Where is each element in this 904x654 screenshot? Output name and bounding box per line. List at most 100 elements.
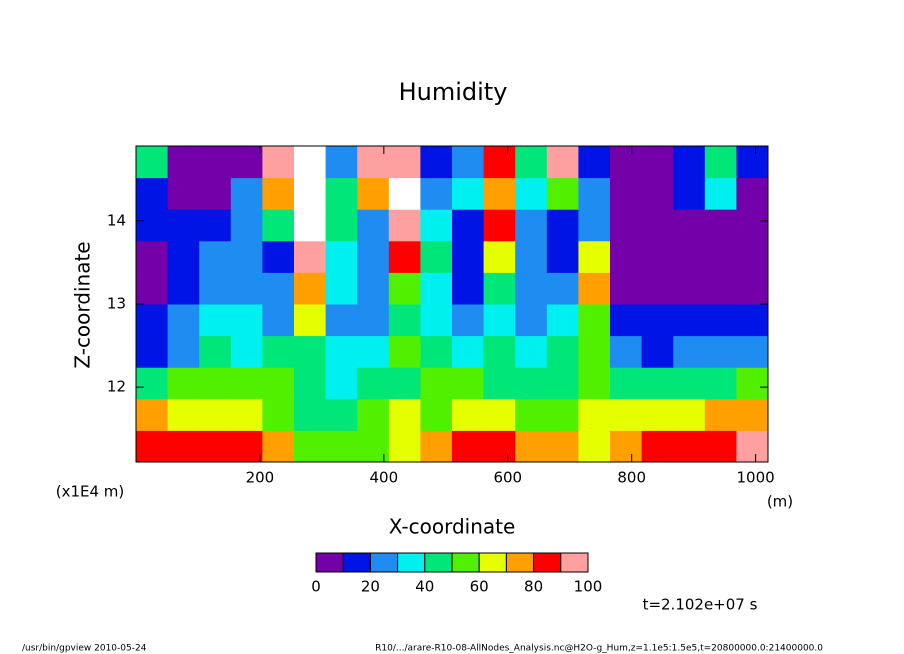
heat-cell: [420, 177, 453, 210]
heat-cell: [578, 209, 611, 242]
heat-cell: [483, 146, 516, 179]
heat-cell: [578, 304, 611, 337]
heat-cell: [136, 209, 169, 242]
heat-cell: [578, 272, 611, 305]
x-unit: (m): [767, 493, 793, 511]
heat-cell: [515, 209, 548, 242]
y-tick-label: 12: [107, 378, 126, 396]
y-axis-label: Z-coordinate: [71, 241, 95, 368]
heat-cell: [167, 335, 200, 368]
heat-cell: [199, 335, 232, 368]
heat-cell: [673, 335, 706, 368]
colorbar-tick-label: 20: [361, 578, 380, 596]
heat-cell: [610, 304, 643, 337]
heat-cell: [325, 272, 358, 305]
heat-cell: [294, 304, 327, 337]
heat-cell: [673, 367, 706, 400]
heat-cell: [199, 177, 232, 210]
colorbar-cell: [424, 552, 453, 573]
x-tick-label: 800: [617, 469, 646, 487]
heat-cell: [641, 335, 674, 368]
heat-cell: [483, 398, 516, 431]
heat-cell: [167, 430, 200, 463]
heat-cell: [420, 146, 453, 179]
heat-cell: [610, 272, 643, 305]
heat-cell: [483, 430, 516, 463]
heat-cell: [388, 430, 421, 463]
heat-cell: [673, 146, 706, 179]
heat-cell: [610, 209, 643, 242]
heat-cell: [641, 304, 674, 337]
colorbar-cell: [533, 552, 562, 573]
heat-cell: [673, 272, 706, 305]
x-tick-label: 400: [370, 469, 399, 487]
colorbar-cell: [369, 552, 399, 573]
heat-cell: [578, 177, 611, 210]
footer-left: /usr/bin/gpview 2010-05-24: [22, 644, 147, 654]
heat-cell: [546, 304, 579, 337]
heat-cell: [610, 398, 643, 431]
heat-cell: [673, 177, 706, 210]
heat-cell: [641, 240, 674, 273]
heat-cell: [167, 272, 200, 305]
heat-cell: [262, 177, 295, 210]
heat-cell: [420, 240, 453, 273]
heat-cell: [262, 209, 295, 242]
heat-cell: [230, 398, 263, 431]
heat-cell: [294, 177, 327, 210]
colorbar-cell: [315, 552, 344, 573]
heat-cell: [704, 240, 737, 273]
colorbar-tick-label: 100: [574, 578, 603, 596]
heat-cell: [452, 177, 485, 210]
heat-cell: [610, 430, 643, 463]
heat-cell: [641, 367, 674, 400]
heat-cell: [578, 240, 611, 273]
heat-cell: [452, 240, 485, 273]
heat-cell: [704, 367, 737, 400]
heat-cell: [483, 367, 516, 400]
heat-cell: [199, 146, 232, 179]
colorbar-tick-label: 40: [415, 578, 434, 596]
heat-cell: [325, 304, 358, 337]
colorbar-cell: [451, 552, 480, 573]
heat-cell: [546, 209, 579, 242]
heat-cell: [546, 177, 579, 210]
heat-cell: [136, 304, 169, 337]
heat-cell: [325, 209, 358, 242]
heat-cell: [325, 430, 358, 463]
heat-cell: [420, 430, 453, 463]
heat-cell: [673, 209, 706, 242]
heat-cell: [483, 177, 516, 210]
heat-cell: [546, 367, 579, 400]
chart-title: Humidity: [399, 78, 508, 106]
heat-cell: [673, 240, 706, 273]
colorbar-tick-label: 0: [311, 578, 321, 596]
heat-cell: [546, 240, 579, 273]
heat-cell: [736, 304, 769, 337]
heat-cell: [452, 430, 485, 463]
heat-cell: [673, 304, 706, 337]
heat-cell: [452, 272, 485, 305]
heat-cell: [230, 146, 263, 179]
heat-cell: [483, 304, 516, 337]
heat-cell: [136, 146, 169, 179]
heat-cell: [357, 367, 390, 400]
heat-cell: [325, 335, 358, 368]
heat-cell: [483, 335, 516, 368]
heat-cell: [483, 272, 516, 305]
heat-cell: [388, 304, 421, 337]
heat-cell: [388, 209, 421, 242]
heat-cell: [673, 430, 706, 463]
heat-cell: [610, 240, 643, 273]
colorbar-cell: [342, 552, 371, 573]
heat-cell: [515, 240, 548, 273]
heat-cell: [357, 430, 390, 463]
heat-cell: [357, 398, 390, 431]
heat-cell: [167, 209, 200, 242]
heat-cell: [420, 272, 453, 305]
heat-cell: [357, 335, 390, 368]
y-tick-label: 14: [107, 211, 126, 229]
heat-cell: [294, 240, 327, 273]
colorbar-cell: [397, 552, 426, 573]
